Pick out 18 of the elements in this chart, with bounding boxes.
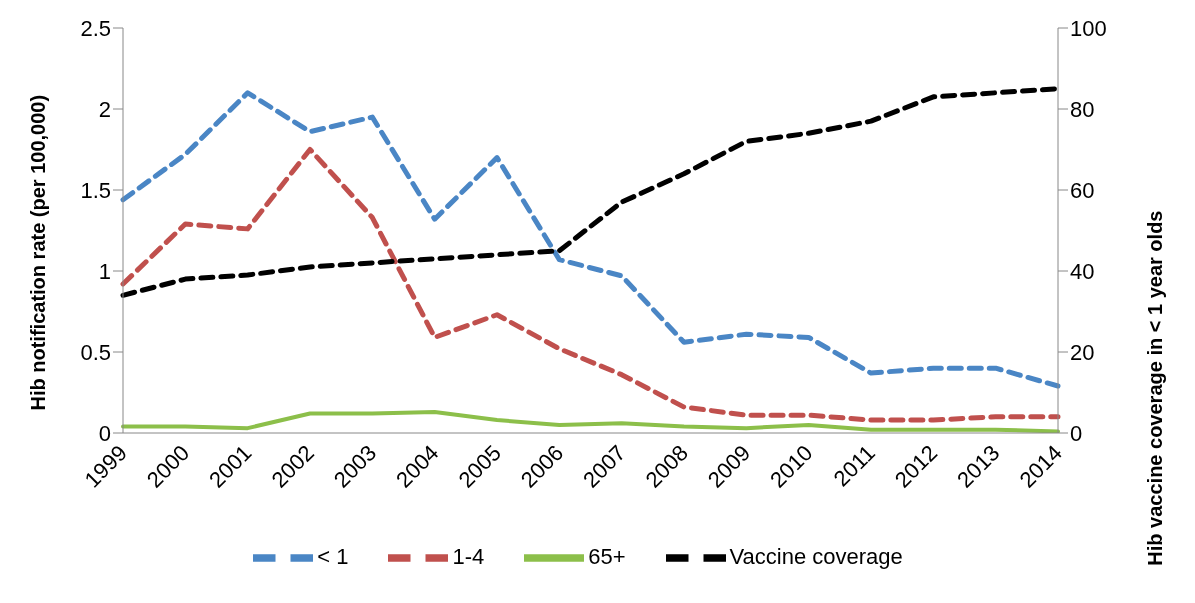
- y-axis-title: Hib notification rate (per 100,000): [27, 94, 50, 411]
- y-tick-label: 1: [98, 258, 111, 284]
- legend-label: 65+: [588, 543, 626, 569]
- y2-tick-label: 100: [1070, 15, 1107, 41]
- y-tick-label: 2: [98, 96, 111, 122]
- y2-tick-label: 0: [1070, 420, 1083, 446]
- y-tick-label: 2.5: [80, 15, 111, 41]
- y-tick-label: 0: [98, 420, 111, 446]
- y2-axis-title: Hib vaccine coverage in < 1 year olds: [1144, 210, 1167, 566]
- y-tick-label: 0.5: [80, 339, 111, 365]
- legend-label: 1-4: [452, 543, 485, 569]
- y2-tick-label: 20: [1070, 339, 1095, 365]
- y2-tick-label: 60: [1070, 177, 1095, 203]
- y-tick-label: 1.5: [80, 177, 111, 203]
- legend-label: < 1: [317, 543, 349, 569]
- y2-tick-label: 40: [1070, 258, 1095, 284]
- legend-label: Vaccine coverage: [729, 543, 903, 569]
- y2-tick-label: 80: [1070, 96, 1095, 122]
